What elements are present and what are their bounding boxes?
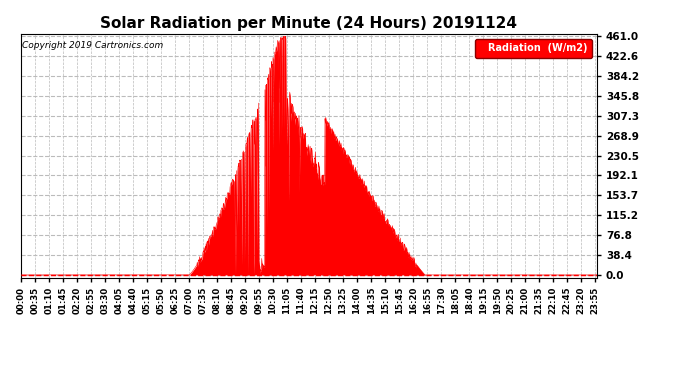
- Legend: Radiation  (W/m2): Radiation (W/m2): [475, 39, 592, 58]
- Text: Copyright 2019 Cartronics.com: Copyright 2019 Cartronics.com: [22, 41, 163, 50]
- Title: Solar Radiation per Minute (24 Hours) 20191124: Solar Radiation per Minute (24 Hours) 20…: [100, 16, 518, 31]
